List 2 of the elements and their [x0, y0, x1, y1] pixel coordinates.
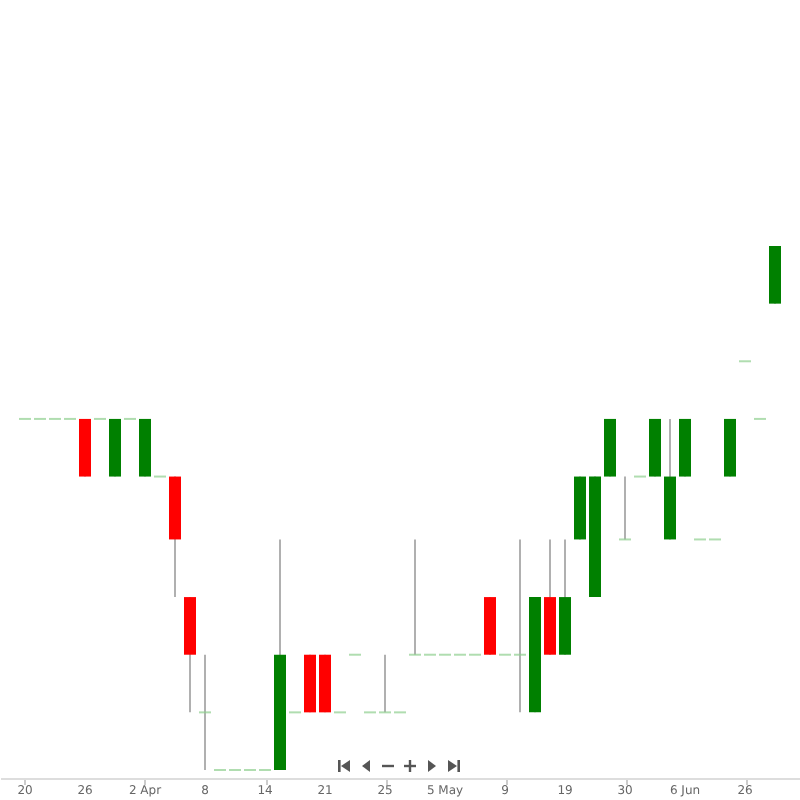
candlestick [619, 475, 631, 541]
candlestick [199, 653, 211, 771]
